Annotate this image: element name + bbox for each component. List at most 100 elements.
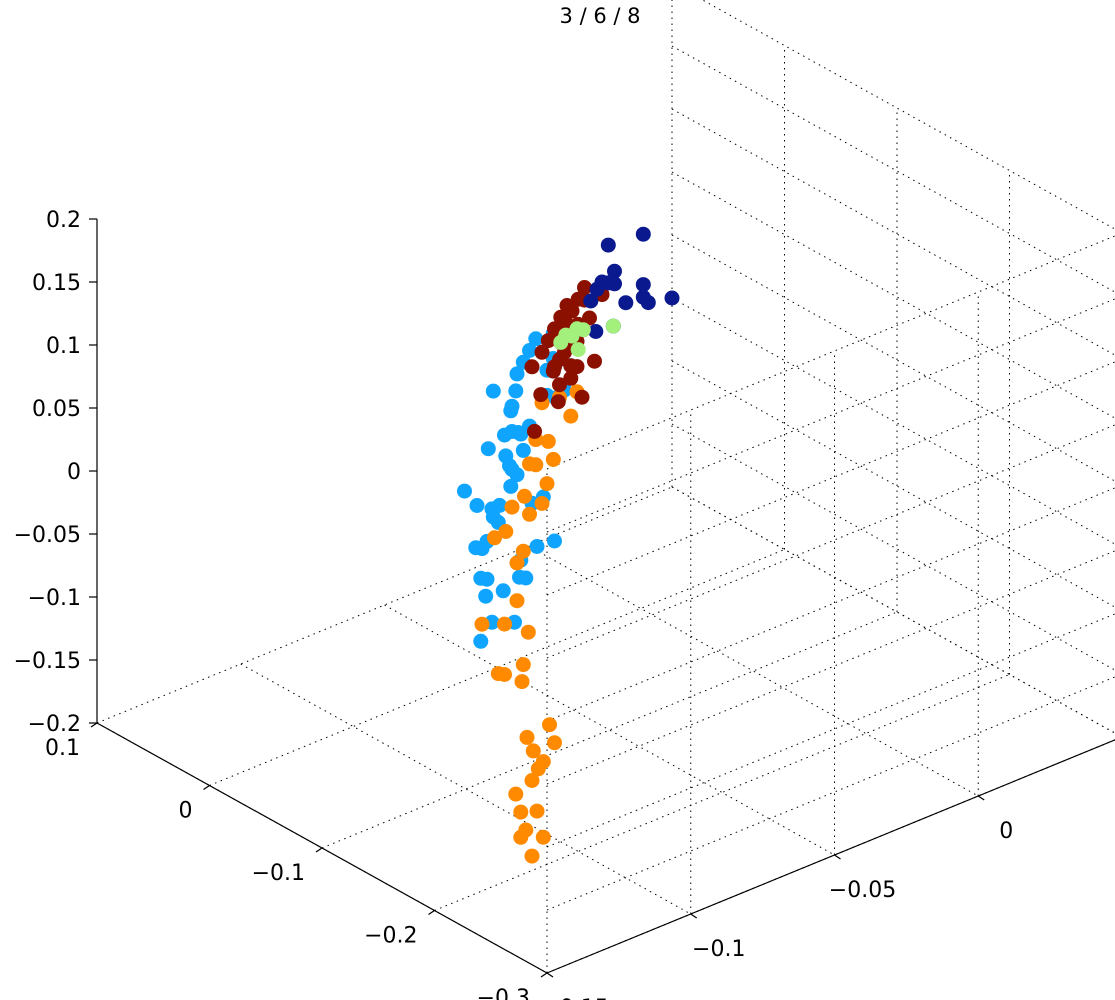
grid-line (546, 613, 1115, 848)
scatter-point (607, 276, 622, 292)
z-tick-label: 0 (67, 460, 81, 485)
scatter-point (605, 318, 621, 334)
scatter-point (530, 761, 546, 777)
tick-labels: −0.2 −0.15 −0.1 −0.05 0 0.05 0.1 0.15 0.2 −0.3 −0.… (14, 208, 1014, 1000)
y-tick-label: −0.05 (829, 878, 896, 903)
scatter-point (529, 539, 545, 554)
x-tick-mark (428, 910, 435, 915)
x-tick-mark (90, 722, 98, 728)
scatter-point (575, 322, 591, 338)
scatter-point (600, 237, 616, 253)
scatter-point (522, 506, 537, 522)
chart-title: 3 / 6 / 8 (560, 4, 641, 28)
scatter-point (513, 829, 529, 845)
scatter-point (547, 533, 562, 549)
scatter-point (473, 633, 489, 649)
scatter-point (480, 441, 496, 457)
y-tick-label: −0.1 (692, 937, 745, 962)
scatter-point (513, 804, 529, 820)
scatter-point (553, 334, 569, 350)
z-tick-label: −0.1 (28, 586, 81, 611)
scatter-point (519, 729, 535, 745)
scatter-point (515, 442, 531, 458)
scatter-point (547, 321, 562, 337)
scatter-point (547, 735, 562, 751)
scatter-point (563, 370, 579, 386)
scatter-point (664, 290, 680, 306)
scatter-point (540, 333, 556, 349)
x-tick-label: 0 (179, 799, 193, 824)
scatter-point (553, 309, 569, 325)
grid-line (240, 663, 691, 915)
scatter-point (518, 570, 534, 586)
scatter-point (522, 456, 537, 472)
scatter-point (504, 398, 520, 414)
scatter-point (508, 786, 524, 802)
scatter-point (550, 394, 566, 410)
scatter-point (569, 359, 585, 375)
x-tick-label: −0.3 (477, 986, 530, 1000)
scatter-point (510, 425, 526, 440)
y-tick-mark (690, 913, 698, 919)
scatter-point (582, 310, 597, 326)
grid-line (671, 171, 1115, 419)
scatter-point (498, 448, 514, 464)
grid-line (384, 604, 835, 856)
z-tick-label: −0.15 (14, 649, 81, 674)
x-tick-label: −0.2 (364, 924, 417, 949)
scatter-point (520, 624, 536, 640)
grid-line (671, 297, 1115, 545)
scatter-point (487, 530, 502, 546)
grid-line (546, 676, 1115, 911)
grid-line (528, 545, 979, 797)
scatter-point (524, 773, 540, 788)
scatter-point (509, 593, 525, 609)
scatter-point (524, 848, 540, 864)
scatter-point (528, 331, 544, 347)
scatter-point (587, 353, 602, 369)
scatter-point (469, 498, 485, 513)
x-tick-mark (203, 785, 210, 790)
scatter-point (495, 583, 511, 599)
scatter-point (479, 571, 495, 587)
scatter-point (574, 389, 590, 405)
scatter-point (635, 226, 651, 242)
scatter-point (539, 476, 555, 492)
scatter-point (517, 488, 532, 504)
x-tick-label: 0.1 (45, 736, 80, 761)
scatter-point (564, 328, 580, 344)
scatter-point (474, 541, 490, 557)
axes (89, 218, 1115, 978)
scatter-point (529, 803, 545, 819)
scatter-point (524, 359, 540, 375)
scatter-point (497, 616, 512, 632)
scatter-point (547, 359, 562, 375)
scatter-point (515, 543, 531, 559)
y-tick-label: 0 (999, 819, 1013, 844)
grid-line (671, 234, 1115, 482)
scatter-point (527, 423, 542, 439)
z-tick-label: 0.2 (46, 208, 81, 233)
scatter-point (509, 555, 525, 571)
scatter-point (552, 377, 567, 393)
scatter-point (478, 588, 494, 604)
scatter-point (589, 281, 605, 297)
scatter-point (535, 829, 551, 845)
grid-line (671, 360, 1115, 608)
scatter-point (492, 497, 507, 513)
scatter-point (559, 298, 575, 313)
scatter-point (498, 524, 514, 539)
grid-lines (96, 0, 1115, 974)
scatter-point (583, 293, 599, 309)
y-tick-mark (546, 972, 554, 978)
x-tick-mark (540, 972, 548, 978)
z-tick-label: 0.1 (46, 334, 81, 359)
grid-line (671, 486, 1115, 734)
scatter-point (497, 667, 512, 682)
grid-line (321, 611, 898, 849)
grid-line (701, 0, 1115, 230)
scatter-point (457, 483, 472, 499)
y-tick-label: −0.15 (541, 996, 608, 1000)
z-tick-label: −0.2 (28, 712, 81, 737)
